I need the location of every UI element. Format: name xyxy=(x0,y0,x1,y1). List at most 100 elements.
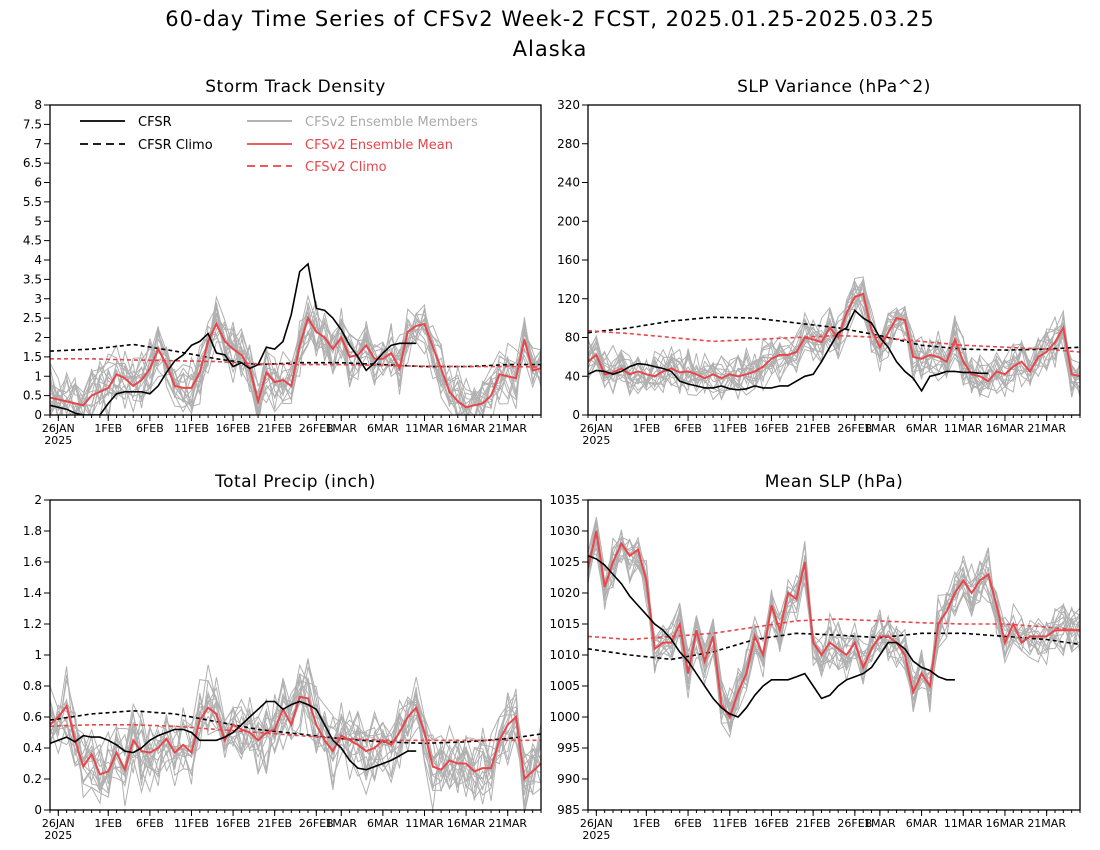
y-tick-label: 0 xyxy=(572,408,580,422)
ensemble-member-line xyxy=(50,677,541,795)
x-tick-label: 1FEB xyxy=(632,422,660,435)
plot-area xyxy=(50,658,541,810)
x-tick-label: 21FEB xyxy=(796,817,831,830)
x-tick-label: 26FEB xyxy=(299,817,334,830)
y-tick-label: 1030 xyxy=(549,524,580,538)
main-title: 60-day Time Series of CFSv2 Week-2 FCST,… xyxy=(165,7,935,31)
y-tick-label: 0.6 xyxy=(23,710,42,724)
y-tick-label: 0 xyxy=(34,408,42,422)
y-tick-label: 4.5 xyxy=(23,234,42,248)
x-tick-label: 26FEB xyxy=(837,817,872,830)
y-tick-label: 0 xyxy=(34,803,42,817)
y-tick-label: 240 xyxy=(557,176,580,190)
ensemble-member-line xyxy=(588,517,1080,721)
legend-label: CFSv2 Climo xyxy=(305,160,387,175)
y-tick-label: 1.4 xyxy=(23,586,42,600)
plot-area xyxy=(588,517,1080,739)
x-tick-year-label: 2025 xyxy=(582,829,610,842)
series-line-cfsr xyxy=(50,700,417,771)
y-tick-label: 160 xyxy=(557,253,580,267)
series-line-cfsr xyxy=(588,309,989,393)
ensemble-member-line xyxy=(50,679,541,788)
chart-panel-3: Total Precip (inch) 0 0.2 0.4 0.6 0.8 1 1.2 1.4 1… xyxy=(23,472,542,842)
ensemble-member-line xyxy=(588,522,1080,734)
x-tick-label: 1FEB xyxy=(94,817,122,830)
y-tick-label: 0.5 xyxy=(23,389,42,403)
x-tick-year-label: 2025 xyxy=(582,434,610,447)
x-tick-label: 6FEB xyxy=(136,817,164,830)
y-tick-label: 8 xyxy=(34,98,42,112)
ensemble-member-line xyxy=(588,529,1080,728)
x-tick-label: 26FEB xyxy=(299,422,334,435)
x-tick-label: 6MAR xyxy=(906,817,938,830)
chart-panel-1: Storm Track Density 0 0.5 1 1.5 2 2.5 3 3.5 4 4.5 5… xyxy=(23,77,542,447)
y-tick-label: 1000 xyxy=(549,710,580,724)
y-tick-label: 1015 xyxy=(549,617,580,631)
y-tick-label: 1.2 xyxy=(23,617,42,631)
ensemble-member-line xyxy=(588,536,1080,709)
x-tick-label: 11FEB xyxy=(174,817,209,830)
x-tick-label: 16MAR xyxy=(986,422,1025,435)
y-tick-label: 2 xyxy=(34,493,42,507)
ensemble-member-line xyxy=(588,284,1080,401)
plot-frame xyxy=(587,104,1081,416)
series-line-cfsv2-climo xyxy=(588,618,1080,641)
y-tick-label: 280 xyxy=(557,137,580,151)
ensemble-member-line xyxy=(588,520,1080,731)
x-tick-label: 1FEB xyxy=(94,422,122,435)
ensemble-member-line xyxy=(50,307,541,412)
x-tick-label: 1FEB xyxy=(632,817,660,830)
ensemble-member-line xyxy=(588,294,1080,397)
x-tick-label: 6FEB xyxy=(136,422,164,435)
x-tick-label: 6FEB xyxy=(674,817,702,830)
series-line-cfsr xyxy=(588,555,955,718)
legend: CFSR CFSR Climo CFSv2 Ensemble Members CFSv… xyxy=(80,115,478,175)
y-tick-label: 1025 xyxy=(549,555,580,569)
x-tick-label: 11MAR xyxy=(944,817,983,830)
x-tick-label: 26JAN xyxy=(42,422,75,435)
panel-title: Total Precip (inch) xyxy=(214,472,376,492)
x-tick-label: 6MAR xyxy=(906,422,938,435)
panel-title: Storm Track Density xyxy=(205,77,386,97)
x-tick-label: 1MAR xyxy=(864,817,896,830)
ensemble-member-line xyxy=(50,682,541,806)
x-tick-label: 16MAR xyxy=(986,817,1025,830)
x-tick-label: 21MAR xyxy=(1027,422,1066,435)
legend-label: CFSR Climo xyxy=(138,138,213,153)
series-line-cfsv2-ensemble-mean xyxy=(50,695,541,782)
y-tick-label: 5 xyxy=(34,214,42,228)
y-tick-label: 1.8 xyxy=(23,524,42,538)
y-tick-label: 6.5 xyxy=(23,156,42,170)
series-line-cfsv2-ensemble-mean xyxy=(588,292,1080,383)
series-line-cfsv2-climo xyxy=(50,723,541,742)
y-tick-label: 200 xyxy=(557,214,580,228)
legend-label: CFSv2 Ensemble Mean xyxy=(305,138,453,153)
x-tick-label: 21MAR xyxy=(488,422,527,435)
y-tick-label: 995 xyxy=(557,741,580,755)
y-tick-label: 1.6 xyxy=(23,555,42,569)
x-tick-label: 26FEB xyxy=(837,422,872,435)
x-tick-label: 6MAR xyxy=(367,422,399,435)
plot-frame xyxy=(49,499,542,811)
x-tick-label: 11FEB xyxy=(174,422,209,435)
x-tick-label: 26JAN xyxy=(580,422,613,435)
y-tick-label: 2 xyxy=(34,331,42,345)
y-tick-label: 2.5 xyxy=(23,311,42,325)
x-tick-label: 21FEB xyxy=(257,817,292,830)
plot-frame xyxy=(587,499,1081,811)
x-tick-label: 21MAR xyxy=(1027,817,1066,830)
y-tick-label: 5.5 xyxy=(23,195,42,209)
y-tick-label: 0.2 xyxy=(23,772,42,786)
y-tick-label: 6 xyxy=(34,176,42,190)
legend-label: CFSR xyxy=(138,115,172,130)
x-tick-label: 16FEB xyxy=(754,422,789,435)
x-tick-label: 16MAR xyxy=(447,422,486,435)
x-tick-year-label: 2025 xyxy=(44,829,72,842)
x-tick-label: 1MAR xyxy=(864,422,896,435)
ensemble-member-line xyxy=(588,280,1080,401)
plot-area xyxy=(588,276,1080,401)
series-line-cfsr-climo xyxy=(50,709,541,745)
y-tick-label: 40 xyxy=(565,369,580,383)
plot-frame xyxy=(49,104,542,416)
series-line-cfsr xyxy=(50,262,417,415)
